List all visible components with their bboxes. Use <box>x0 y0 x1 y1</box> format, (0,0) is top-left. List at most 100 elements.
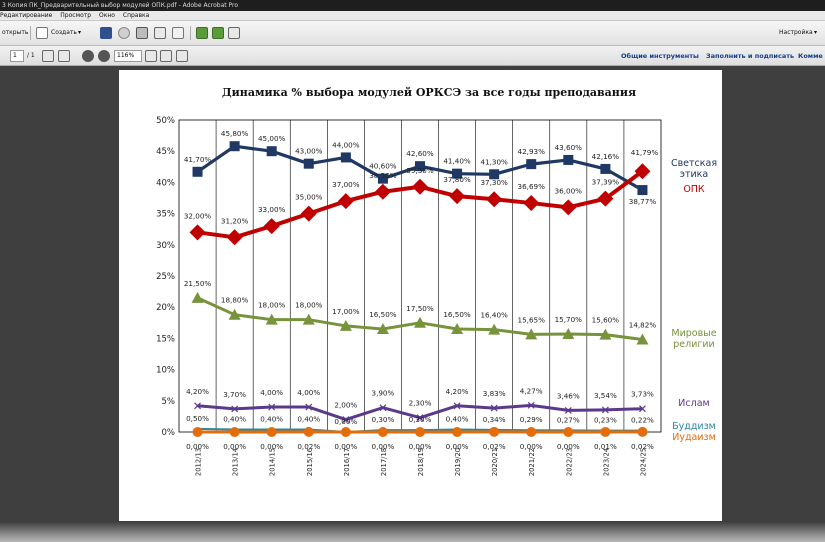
save-icon[interactable] <box>100 27 112 39</box>
chart-grid <box>178 119 662 433</box>
zoom-level-input[interactable]: 116% <box>114 50 142 62</box>
data-point <box>526 427 537 437</box>
zoom-in-icon[interactable] <box>98 50 110 62</box>
x-tick-label: 2013/14 <box>232 448 240 476</box>
print-icon[interactable] <box>136 27 148 39</box>
bottom-band <box>0 521 825 542</box>
y-tick-label: 30% <box>156 241 175 251</box>
data-point <box>229 141 240 152</box>
data-point <box>489 169 500 180</box>
data-label: 2,30% <box>409 399 432 408</box>
data-point <box>637 426 648 437</box>
data-label: 21,50% <box>184 279 212 288</box>
x-tick-label: 2021/22 <box>528 448 536 476</box>
settings-dropdown-icon[interactable]: ▾ <box>814 29 818 36</box>
data-point <box>490 404 498 412</box>
x-tick-label: 2018/19 <box>417 448 425 476</box>
y-tick-label: 25% <box>156 272 175 282</box>
menu-view[interactable]: Просмотр <box>60 12 92 19</box>
settings-button[interactable]: Настройка <box>779 29 813 36</box>
series-1: 32,00% 31,20% 33,00% 35,00% 37,00% 38,50% 39,3… <box>184 148 658 246</box>
menu-edit[interactable]: Редактирование <box>0 12 53 19</box>
toolbar-divider <box>190 26 191 40</box>
y-tick-label: 35% <box>156 210 175 220</box>
data-point <box>412 178 428 195</box>
legend-entry: религии <box>673 339 714 350</box>
create-button[interactable]: Создать <box>51 29 77 36</box>
menu-window[interactable]: Окно <box>99 12 115 19</box>
fit-width-icon[interactable] <box>176 50 188 62</box>
hand-tool-icon[interactable] <box>58 50 70 62</box>
data-point <box>192 166 203 177</box>
toolbar-divider <box>30 26 31 40</box>
data-label: 0,23% <box>594 416 617 425</box>
data-point <box>488 323 501 335</box>
data-label: 4,00% <box>260 388 283 397</box>
data-label: 0,00% <box>520 442 543 451</box>
mail-icon[interactable] <box>172 27 184 39</box>
fit-page-icon[interactable] <box>160 50 172 62</box>
data-label: 4,00% <box>297 388 320 397</box>
export-icon[interactable] <box>196 27 208 39</box>
window-title: 3 Копия ПК_Предварительный выбор модулей… <box>2 2 239 9</box>
data-label: 43,00% <box>295 147 323 156</box>
data-point <box>189 224 206 241</box>
create-dropdown-icon[interactable]: ▾ <box>78 29 82 36</box>
data-label: 15,60% <box>592 316 620 325</box>
cloud-icon[interactable] <box>118 27 130 39</box>
line-chart: Динамика % выбора модулей ОРКСЭ за все г… <box>156 86 717 476</box>
data-label: 37,39% <box>592 178 620 187</box>
data-label: 4,27% <box>520 386 543 395</box>
data-label: 0,02% <box>297 442 320 451</box>
data-label: 0,00% <box>557 442 580 451</box>
data-label: 0,27% <box>557 415 580 424</box>
data-point <box>229 427 240 437</box>
data-label: 42,60% <box>406 149 434 158</box>
y-tick-label: 50% <box>156 116 175 126</box>
page-number-input[interactable]: 1 <box>10 50 24 62</box>
y-axis: 0% 5% 10% 15% 20% 25% 30% 35% 40% 45% 50% <box>156 116 175 438</box>
edit-icon[interactable] <box>154 27 166 39</box>
data-point <box>452 427 463 437</box>
data-label: 31,20% <box>221 216 249 225</box>
data-label: 2,00% <box>334 401 357 410</box>
legend-entry: Светская <box>671 158 717 169</box>
sign-icon[interactable] <box>228 27 240 39</box>
data-label: 39,30% <box>406 166 434 175</box>
data-point <box>340 427 351 437</box>
open-button[interactable]: открыть <box>2 29 29 36</box>
y-tick-label: 15% <box>156 334 175 344</box>
data-label: 36,00% <box>555 186 583 195</box>
x-tick-label: 2024/25 <box>639 448 647 476</box>
series-5: 0,00% 0,00% 0,00% 0,02% 0,00% 0,00% 0,00% 0,00%… <box>186 426 654 451</box>
data-point <box>192 427 203 437</box>
data-point <box>191 291 204 303</box>
data-point <box>228 308 241 320</box>
x-tick-label: 2022/23 <box>565 448 573 476</box>
tools-link[interactable]: Общие инструменты <box>621 52 699 60</box>
data-label: 0,29% <box>520 415 543 424</box>
data-label: 0,02% <box>483 442 506 451</box>
menu-help[interactable]: Справка <box>122 12 150 19</box>
navigation-toolbar: 1 / 1 116% Общие инструменты Заполнить и… <box>0 46 825 66</box>
legend-entry: Мировые <box>671 328 716 339</box>
title-bar: 3 Копия ПК_Предварительный выбор модулей… <box>0 0 825 11</box>
data-label: 18,00% <box>258 301 286 310</box>
data-point <box>634 163 651 180</box>
y-tick-label: 10% <box>156 366 175 376</box>
comment-icon[interactable] <box>212 27 224 39</box>
data-point <box>563 154 574 165</box>
data-point <box>376 323 389 335</box>
zoom-dropdown-icon[interactable] <box>145 50 157 62</box>
page-total: / 1 <box>27 52 35 59</box>
x-tick-label: 2020/21 <box>491 448 499 476</box>
fill-sign-link[interactable]: Заполнить и подписать <box>706 52 795 60</box>
zoom-out-icon[interactable] <box>82 50 94 62</box>
data-label: 0,22% <box>631 416 654 425</box>
data-point <box>377 427 388 437</box>
comment-link[interactable]: Комме <box>798 52 823 60</box>
data-label: 37,30% <box>480 178 508 187</box>
legend-entry: Иудаизм <box>672 432 716 443</box>
data-label: 0,00% <box>260 442 283 451</box>
select-tool-icon[interactable] <box>42 50 54 62</box>
